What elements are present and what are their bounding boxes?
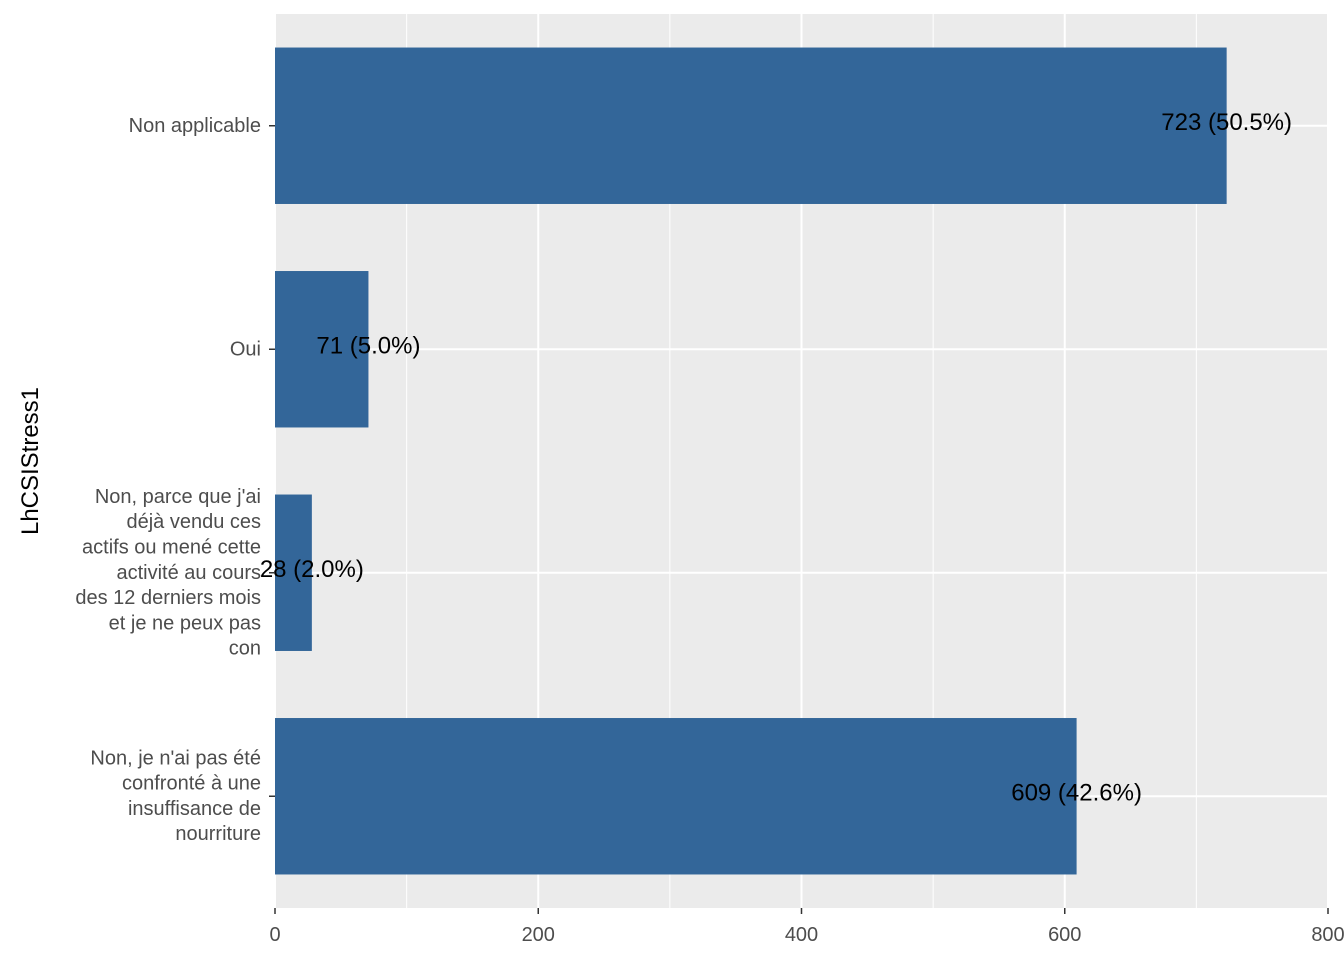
category-label-line: Oui bbox=[230, 338, 261, 360]
category-label: Non, parce que j'ai déjà vendu ces actifs … bbox=[75, 486, 261, 660]
category-label-line: déjà vendu ces bbox=[126, 511, 261, 533]
y-axis-title: LhCSIStress1 bbox=[17, 387, 44, 535]
category-label-line: nourriture bbox=[175, 823, 261, 845]
x-axis: 0 200 400 600 800 bbox=[269, 908, 1344, 946]
data-label: 609 (42.6%) bbox=[1011, 780, 1142, 807]
x-tick-label: 200 bbox=[522, 924, 555, 946]
bar bbox=[275, 494, 312, 651]
category-label: Non applicable bbox=[129, 115, 261, 137]
category-label-line: Non, je n'ai pas été bbox=[90, 747, 261, 769]
category-label-line: et je ne peux pas bbox=[109, 612, 261, 634]
category-label: Oui bbox=[230, 338, 261, 360]
category-label-line: con bbox=[229, 638, 261, 660]
category-label-line: Non applicable bbox=[129, 115, 261, 137]
bar bbox=[275, 718, 1077, 875]
data-labels: 723 (50.5%) 71 (5.0%) 28 (2.0%) 609 (42.6%) bbox=[260, 109, 1292, 807]
category-label-line: confronté à une bbox=[122, 773, 261, 795]
x-tick-label: 400 bbox=[785, 924, 818, 946]
category-label-line: actifs ou mené cette bbox=[82, 536, 261, 558]
category-label-line: des 12 derniers mois bbox=[75, 587, 261, 609]
bars bbox=[275, 47, 1227, 875]
category-label: Non, je n'ai pas été confronté à une insuf… bbox=[90, 747, 261, 845]
y-axis: Non applicable Oui Non, parce que j'ai déjà… bbox=[75, 115, 275, 845]
x-tick-label: 800 bbox=[1311, 924, 1344, 946]
data-label: 723 (50.5%) bbox=[1161, 109, 1292, 136]
data-label: 28 (2.0%) bbox=[260, 556, 364, 583]
x-tick-label: 600 bbox=[1048, 924, 1081, 946]
bar bbox=[275, 271, 369, 428]
category-label-line: insuffisance de bbox=[128, 798, 261, 820]
data-label: 71 (5.0%) bbox=[316, 333, 420, 360]
bar bbox=[275, 47, 1227, 204]
category-label-line: Non, parce que j'ai bbox=[95, 486, 261, 508]
x-tick-label: 0 bbox=[269, 924, 280, 946]
category-label-line: activité au cours bbox=[116, 562, 261, 584]
